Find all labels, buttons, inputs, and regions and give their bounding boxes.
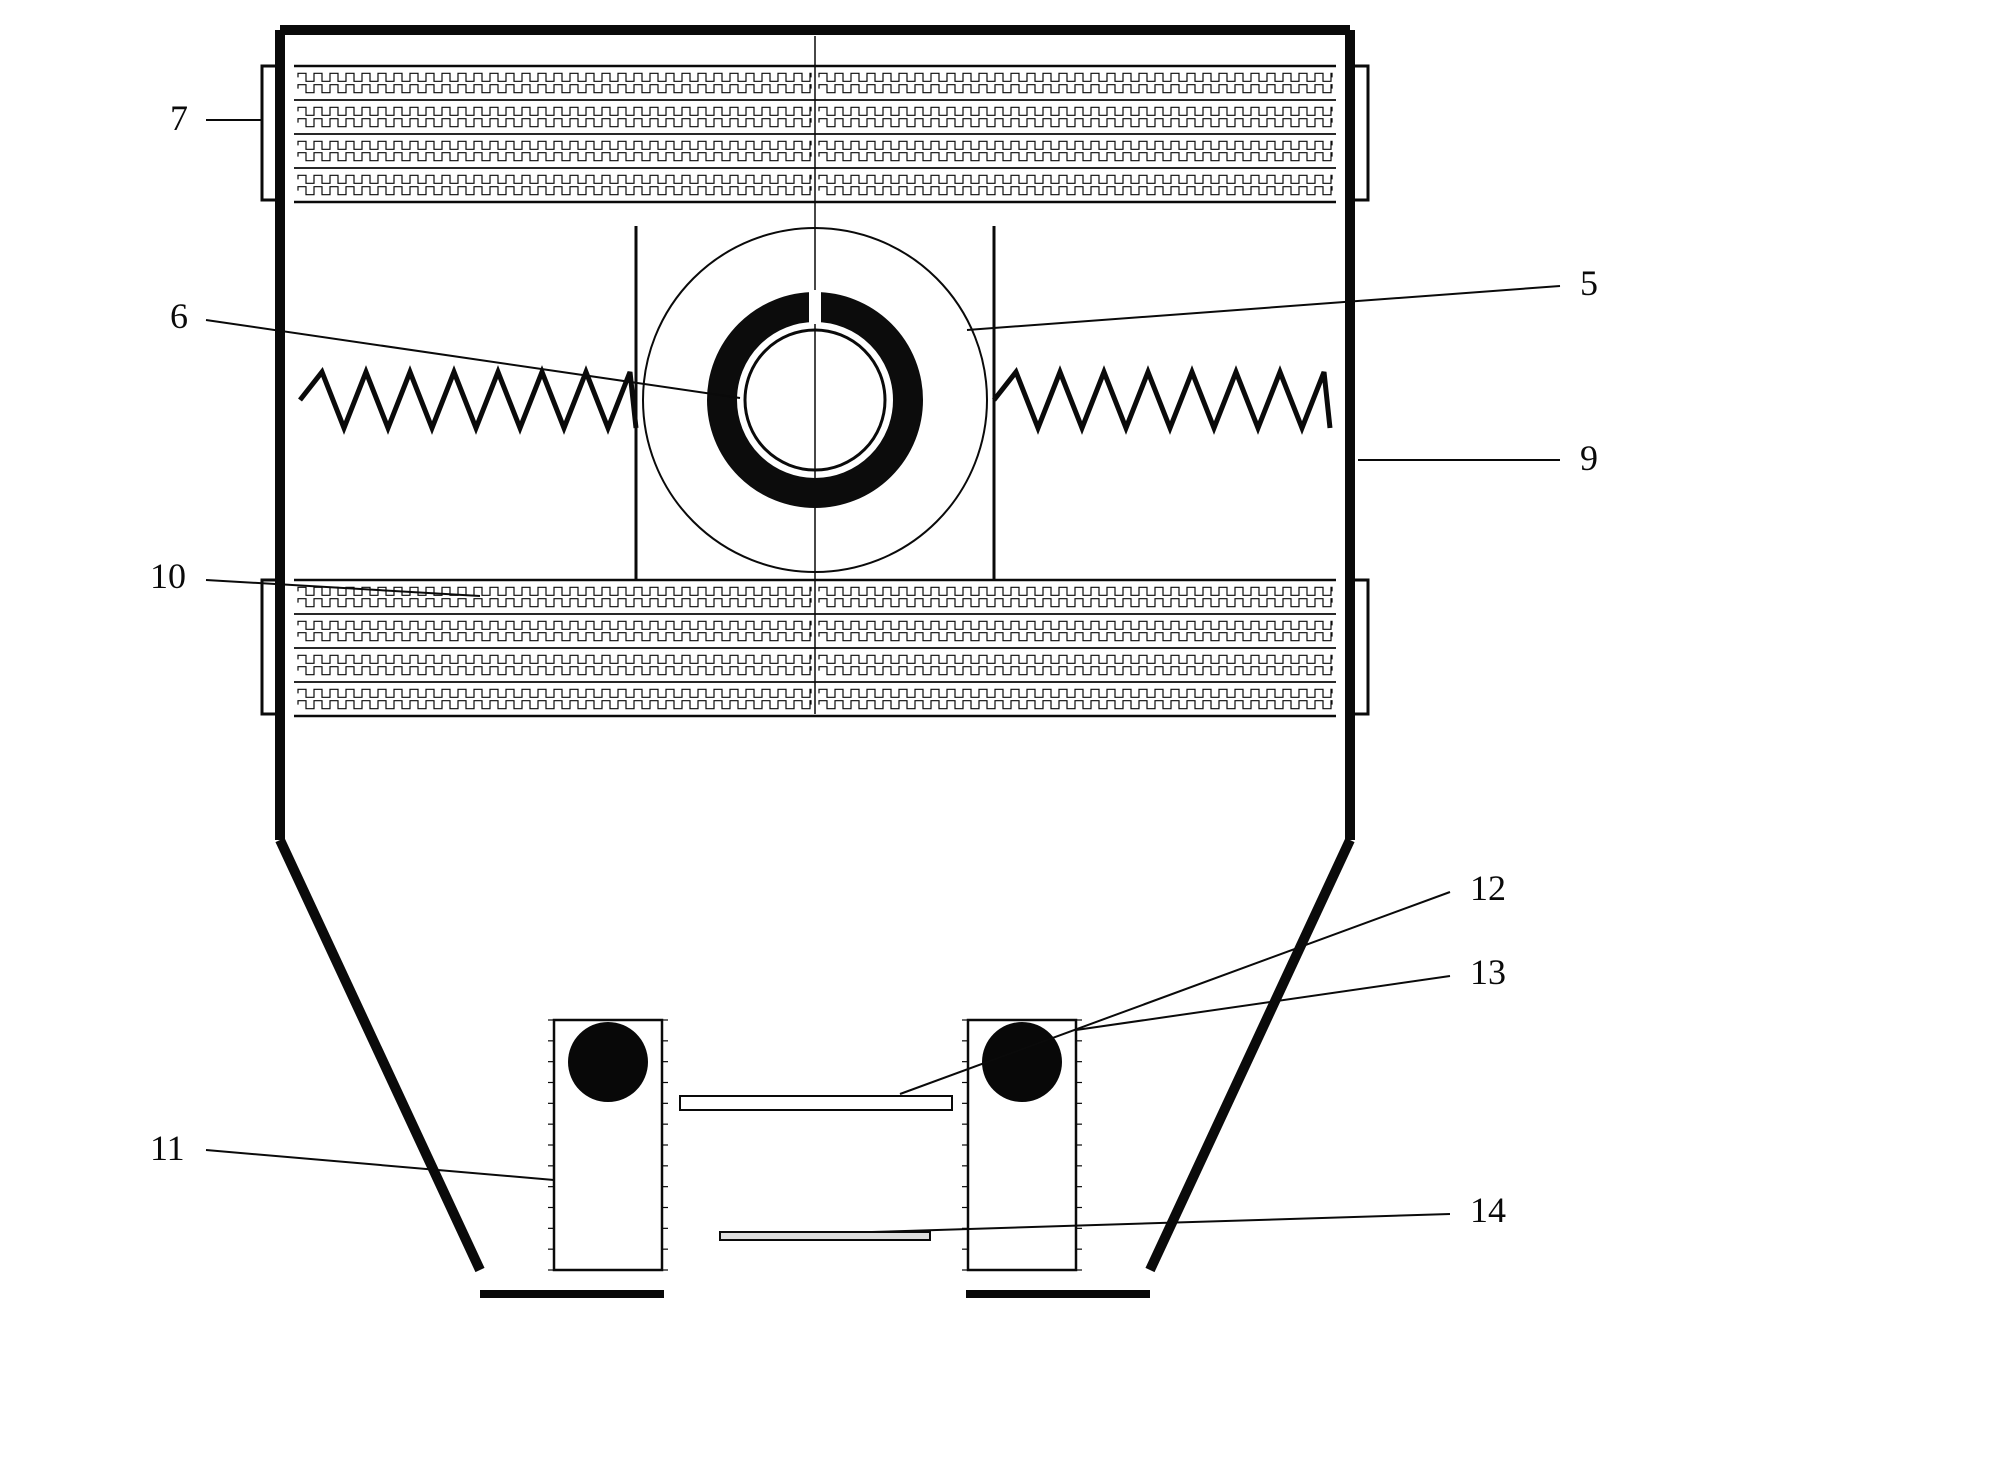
mechanical-cross-section-diagram: 7 6 10 11 5 9 12 13 14 — [0, 0, 1999, 1477]
callout-label-12: 12 — [1470, 868, 1506, 908]
callout-label-11: 11 — [150, 1128, 185, 1168]
callout-label-14: 14 — [1470, 1190, 1506, 1230]
callout-label-5: 5 — [1580, 263, 1598, 303]
callout-label-10: 10 — [150, 556, 186, 596]
callout-label-9: 9 — [1580, 438, 1598, 478]
callout-label-7: 7 — [170, 98, 188, 138]
callout-label-13: 13 — [1470, 952, 1506, 992]
callout-label-6: 6 — [170, 296, 188, 336]
